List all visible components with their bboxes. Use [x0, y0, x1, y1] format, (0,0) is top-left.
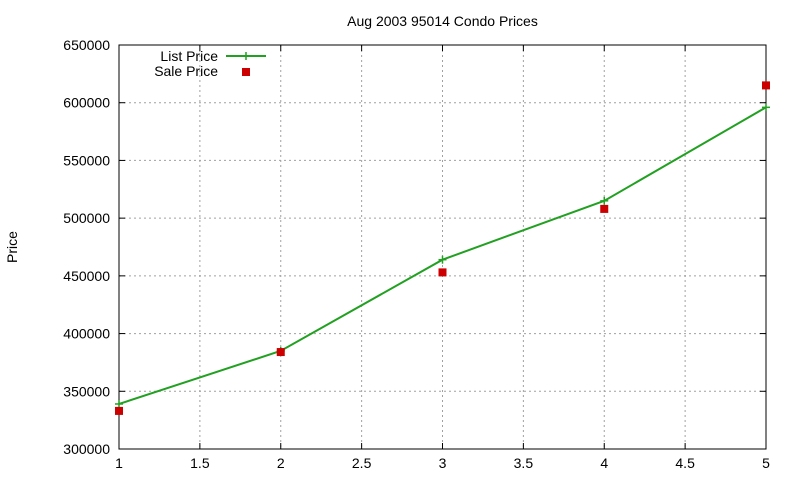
data-point: [600, 204, 609, 213]
legend-label-list-price: List Price: [160, 48, 218, 64]
data-point: [115, 406, 123, 415]
data-point: [762, 81, 770, 90]
y-axis-label: Price: [4, 231, 20, 263]
series-sale-price: [115, 81, 770, 415]
data-point: [762, 103, 770, 112]
x-tick-label: 1.5: [190, 455, 210, 471]
x-tick-label: 3.5: [514, 455, 534, 471]
chart-title: Aug 2003 95014 Condo Prices: [347, 13, 538, 29]
grid-lines: [119, 45, 766, 449]
legend-label-sale-price: Sale Price: [154, 63, 218, 79]
y-tick-label: 650000: [63, 37, 110, 53]
x-tick-label: 2.5: [352, 455, 372, 471]
x-tick-label: 4.5: [675, 455, 695, 471]
legend-swatch-marker: [242, 52, 250, 60]
axis-ticks: 1 1.5 2 2.5 3 3.5 4 4.5 5 300000 350000 400000 45000…: [63, 37, 770, 471]
data-point: [276, 348, 285, 357]
x-tick-label: 1: [115, 455, 123, 471]
x-tick-label: 4: [600, 455, 608, 471]
legend-swatch-marker: [242, 68, 250, 76]
data-point: [438, 268, 447, 277]
x-tick-label: 2: [277, 455, 285, 471]
data-point: [600, 196, 609, 205]
y-tick-label: 450000: [63, 268, 110, 284]
data-point: [438, 255, 447, 264]
y-tick-label: 350000: [63, 383, 110, 399]
y-tick-label: 300000: [63, 441, 110, 457]
y-tick-label: 550000: [63, 152, 110, 168]
data-series: [115, 81, 770, 415]
y-tick-label: 600000: [63, 95, 110, 111]
legend: List Price Sale Price: [154, 48, 266, 79]
y-tick-label: 500000: [63, 210, 110, 226]
x-tick-label: 3: [439, 455, 447, 471]
y-tick-label: 400000: [63, 326, 110, 342]
x-tick-label: 5: [762, 455, 770, 471]
data-point: [115, 399, 123, 408]
